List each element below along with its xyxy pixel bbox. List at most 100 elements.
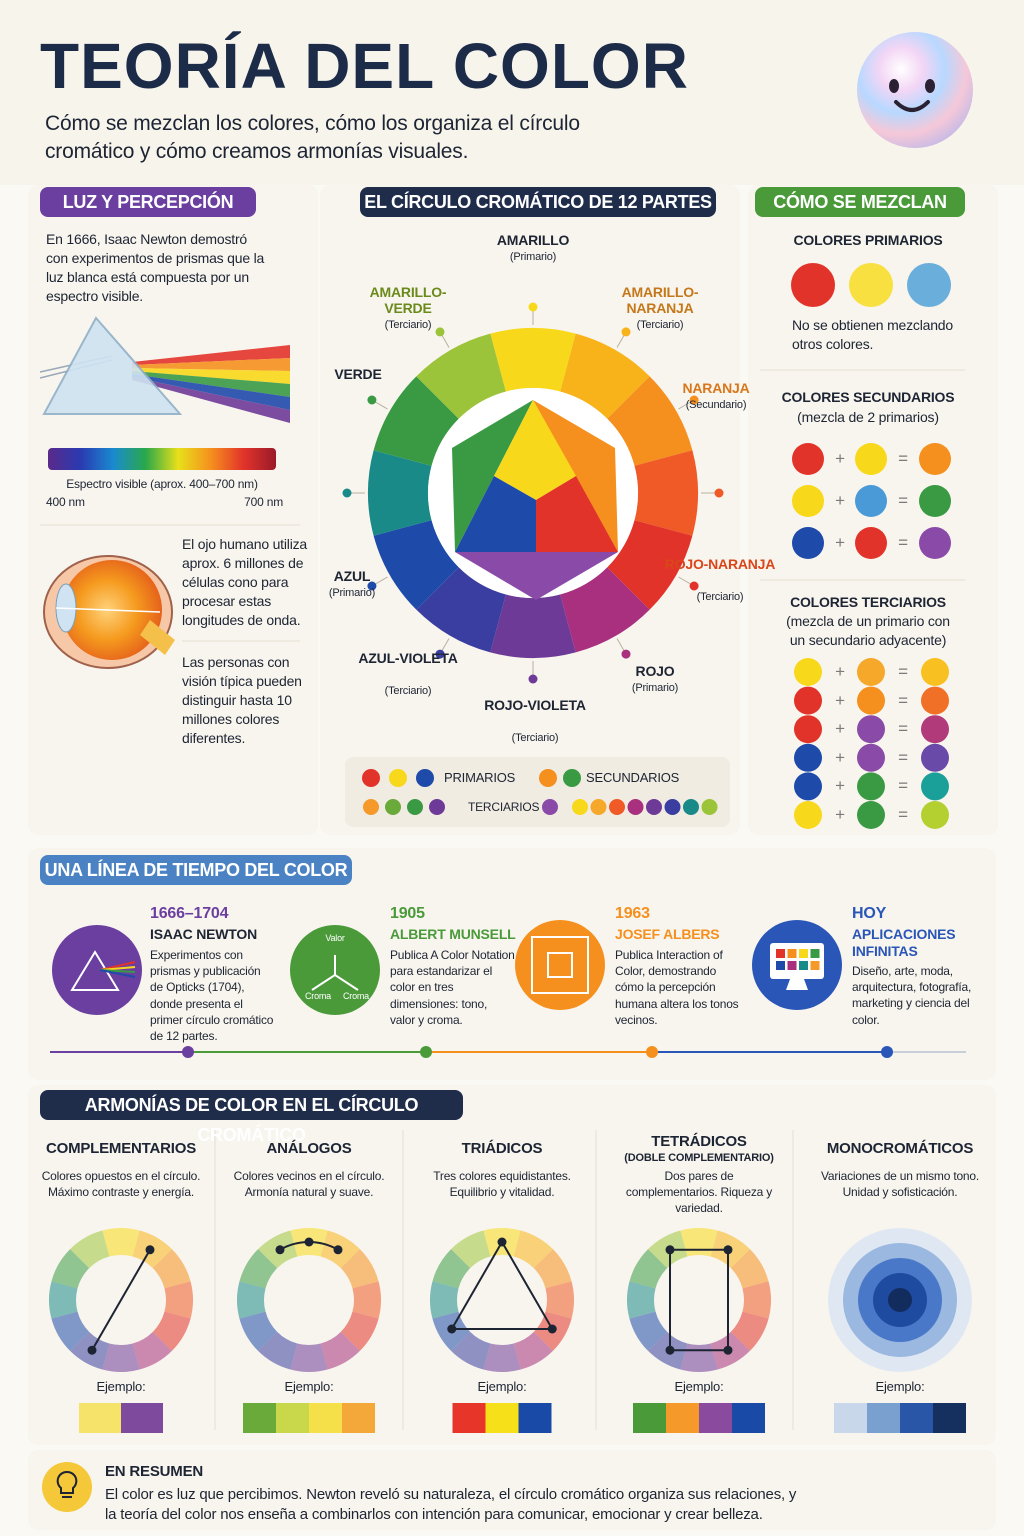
wheel-dot (714, 488, 724, 498)
harmony-wheel-segment (102, 1343, 140, 1372)
event-text: Publica Interaction of Color, demostrand… (615, 948, 739, 1027)
legend-label: PRIMARIOS (444, 770, 516, 785)
event-text: Experimentos con prismas y publicación d… (150, 948, 274, 1043)
wheel-role: (Terciario) (636, 319, 684, 331)
harmony-wheel-segment (730, 1249, 769, 1289)
event-name: ALBERT MUNSELL (390, 926, 516, 942)
example-swatch (518, 1403, 552, 1433)
harmony-wheel-segment (629, 1311, 668, 1351)
mascot-eye (925, 79, 935, 93)
equals-sign: = (898, 533, 908, 552)
legend-swatch (646, 799, 662, 815)
harmony-desc: Dos pares de complementarios. Riqueza y … (625, 1169, 773, 1216)
equals-sign: = (898, 690, 908, 710)
spectrum-end: 700 nm (244, 495, 283, 509)
harmony-dot (447, 1324, 457, 1334)
wheel-role: (Primario) (328, 587, 376, 599)
munsell-axes (311, 955, 359, 991)
section-heading: UNA LÍNEA DE TIEMPO DEL COLOR (40, 855, 352, 885)
tertiary-swatch (857, 658, 885, 686)
legend-swatch (627, 799, 644, 815)
secondary-swatch (919, 485, 951, 517)
legend-swatch (701, 799, 718, 815)
wheel-role: (Terciario) (511, 732, 559, 744)
wheel-role: (Secundario) (685, 399, 747, 411)
harmony-wheel-segment (51, 1249, 90, 1289)
wheel-label: AMARILLO (496, 232, 570, 248)
spectrum-start: 400 nm (46, 495, 85, 509)
wheel-segment (560, 333, 650, 419)
harmony-wheel-segment (513, 1331, 553, 1370)
example-swatch (732, 1403, 765, 1433)
harmony-wheel-segment (102, 1228, 140, 1257)
event-year: 1666–1704 (150, 905, 229, 922)
intro-text: En 1666, Isaac Newton demostró con exper… (46, 231, 265, 304)
monitor-swatch (799, 949, 808, 958)
section-heading: ARMONÍAS DE COLOR EN EL CÍRCULO CROMÁTIC… (40, 1090, 463, 1145)
harmony-wheel-segment (239, 1311, 278, 1351)
panel (28, 848, 996, 1080)
equals-sign: = (898, 805, 908, 824)
mix-title: COLORES TERCIARIOS (790, 594, 946, 610)
harmony-wheel-segment (451, 1230, 491, 1269)
monitor-stand (786, 979, 808, 990)
wheel-segment (368, 450, 432, 536)
secondary-shape (452, 400, 533, 552)
harmony-dot (665, 1345, 675, 1355)
harmony-desc: Colores vecinos en el círculo. Armonía n… (233, 1169, 385, 1200)
section-heading: CÓMO SE MEZCLAN (755, 187, 965, 217)
tertiary-swatch (921, 715, 949, 744)
mascot-smile (894, 100, 930, 112)
example-swatch (243, 1403, 276, 1433)
wheel-role: (Terciario) (384, 319, 432, 331)
wheel-segment (607, 376, 693, 466)
wheel-role: (Primario) (509, 251, 557, 263)
tertiary-swatch (921, 658, 949, 686)
harmony-title: TETRÁDICOS (651, 1133, 747, 1150)
harmony-wheel-segment (51, 1311, 90, 1351)
example-label: Ejemplo: (477, 1379, 527, 1394)
harmony-wheel-segment (430, 1281, 459, 1319)
timeline-dot (182, 1046, 194, 1058)
secondary-swatch (792, 443, 824, 475)
harmony-wheel-segment (164, 1281, 194, 1319)
wheel-segment (634, 450, 698, 536)
harmony-wheel-segment (152, 1249, 191, 1289)
spectrum-caption: Espectro visible (aprox. 400–700 nm) (66, 477, 258, 491)
spectrum-ray (132, 368, 290, 384)
wheel-dot (367, 395, 377, 405)
example-swatch (342, 1403, 375, 1433)
wheel-dot (528, 674, 538, 684)
munsell-axis-label: Croma (342, 991, 369, 1001)
secondary-swatch (792, 485, 824, 517)
monitor-swatch (810, 961, 820, 970)
legend-swatch (572, 799, 588, 815)
wheel-dot (435, 649, 445, 659)
wheel-dot (621, 649, 631, 659)
harmony-line (450, 1240, 554, 1330)
mix-title: COLORES SECUNDARIOS (781, 389, 955, 405)
wheel-dot (367, 581, 377, 591)
wheel-label: ROJO-VIOLETA (484, 697, 586, 713)
event-text: Publica A Color Notation para estandariz… (390, 948, 515, 1027)
wheel-dot (621, 327, 631, 337)
timeline-dot (420, 1046, 432, 1058)
harmony-dot (304, 1237, 314, 1247)
plus-sign: + (835, 449, 845, 468)
monitor-swatch (799, 961, 808, 970)
monitor-swatch (810, 949, 820, 958)
primary-swatch (791, 263, 835, 307)
mix-note: No se obtienen mezclando otros colores. (792, 317, 953, 352)
legend-label: SECUNDARIOS (586, 770, 680, 785)
wheel-label: ROJO (635, 663, 675, 679)
example-label: Ejemplo: (96, 1379, 146, 1394)
event-year: 1905 (390, 905, 425, 922)
legend-swatch (416, 769, 434, 787)
harmony-dot (547, 1324, 557, 1334)
timeline-icon (515, 920, 605, 1010)
primary-swatch (907, 263, 951, 307)
equals-sign: = (898, 747, 908, 767)
primary-shape (536, 476, 618, 552)
harmony-dot (665, 1245, 675, 1255)
